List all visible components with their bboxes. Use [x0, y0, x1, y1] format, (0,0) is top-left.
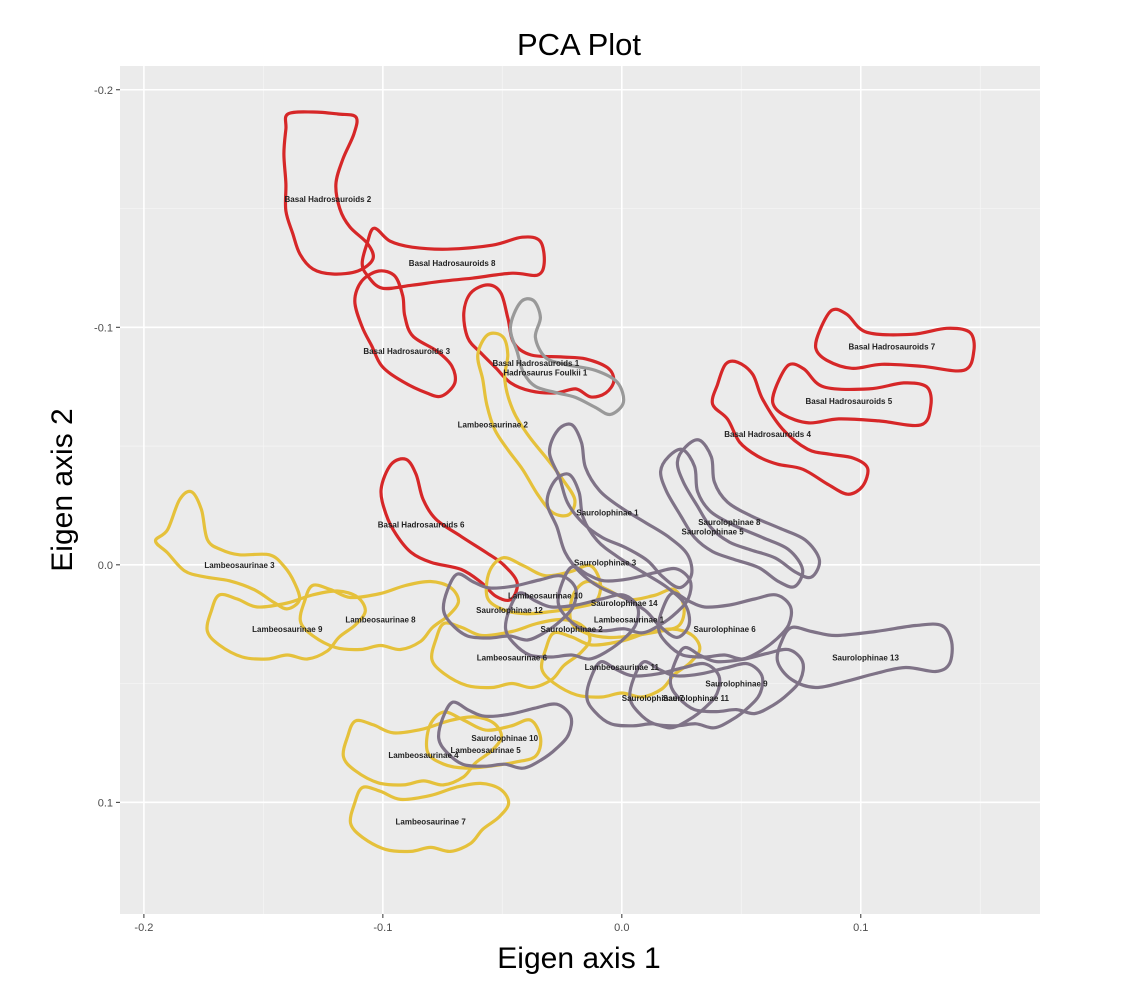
outline-shape	[437, 700, 574, 770]
outline-label: Basal Hadrosauroids 2	[285, 195, 372, 204]
outline-label: Saurolophinae 11	[663, 694, 730, 703]
outline-label: Saurolophinae 7	[622, 694, 685, 703]
outline-label: Hadrosaurus Foulkii 1	[503, 368, 588, 377]
x-tick-label: 0.1	[853, 922, 868, 934]
outline-shape	[545, 472, 692, 639]
outline-label: Saurolophinae 12	[476, 606, 543, 615]
outline-label: Saurolophinae 14	[591, 599, 658, 608]
outline-label: Lambeosaurinae 2	[458, 421, 529, 430]
outline-shape	[668, 645, 805, 716]
outline-shape	[379, 457, 519, 602]
outline-label: Saurolophinae 8	[698, 518, 761, 527]
outline-shape	[205, 589, 367, 661]
outline-shape	[675, 438, 822, 580]
outline-shape	[353, 269, 458, 399]
y-tick-label: -0.2	[94, 85, 113, 97]
outline-shape	[282, 110, 375, 276]
plot-panel	[120, 66, 1040, 914]
y-tick-label: 0.1	[98, 797, 113, 809]
outline-label: Saurolophinae 2	[541, 625, 604, 634]
y-tick-label: -0.1	[94, 322, 113, 334]
outline-shape	[508, 297, 626, 417]
outline-shape	[360, 226, 546, 291]
major-gridlines	[120, 66, 1040, 914]
outline-shape	[441, 572, 578, 642]
outline-label: Lambeosaurinae 7	[396, 817, 467, 826]
outline-shape	[484, 556, 603, 616]
outline-shape	[658, 447, 805, 589]
outline-label: Lambeosaurinae 9	[252, 625, 323, 634]
outline-shape	[547, 422, 694, 590]
outline-shape	[348, 781, 511, 854]
outline-shape	[539, 627, 702, 699]
outline-shape	[476, 331, 577, 518]
outline-label: Lambeosaurinae 6	[477, 653, 548, 662]
chart-title: PCA Plot	[517, 27, 641, 62]
outline-label: Basal Hadrosauroids 4	[724, 430, 811, 439]
outline-shape	[341, 715, 504, 787]
outline-shape	[775, 622, 954, 690]
minor-gridlines	[120, 66, 1040, 914]
outline-label: Lambeosaurinae 8	[345, 615, 416, 624]
outline-label: Lambeosaurinae 3	[204, 561, 275, 570]
outline-label: Saurolophinae 6	[693, 625, 756, 634]
outline-label: Basal Hadrosauroids 1	[492, 359, 579, 368]
outline-shape	[585, 660, 722, 730]
outline-layer	[153, 110, 976, 854]
outline-label: Lambeosaurinae 11	[585, 663, 660, 672]
outline-label: Basal Hadrosauroids 5	[805, 397, 892, 406]
outline-label: Saurolophinae 13	[832, 653, 899, 662]
outline-label: Lambeosaurinae 1	[594, 615, 665, 624]
y-axis-title: Eigen axis 2	[46, 408, 79, 571]
outline-label: Basal Hadrosauroids 7	[848, 342, 935, 351]
y-tick-label: 0.0	[98, 560, 113, 572]
outline-shape	[153, 489, 302, 611]
outline-shape	[813, 307, 976, 373]
outline-shape	[424, 710, 543, 770]
outline-label: Lambeosaurinae 10	[508, 592, 583, 601]
outline-label: Saurolophinae 10	[471, 734, 538, 743]
y-axis-ticks: -0.2 -0.1 0.0 0.1	[94, 85, 120, 809]
outline-shape	[298, 579, 461, 652]
outline-label: Lambeosaurinae 4	[388, 751, 459, 760]
x-tick-label: -0.2	[134, 922, 153, 934]
outline-shape	[656, 591, 794, 661]
outline-shape	[503, 591, 641, 661]
x-tick-label: 0.0	[614, 922, 629, 934]
outline-label: Lambeosaurinae 5	[450, 746, 521, 755]
outline-shape	[770, 362, 933, 428]
outline-label: Basal Hadrosauroids 6	[378, 520, 465, 529]
outline-label: Basal Hadrosauroids 3	[363, 347, 450, 356]
outline-label: Saurolophinae 5	[682, 528, 745, 537]
x-tick-label: -0.1	[373, 922, 392, 934]
outline-label: Basal Hadrosauroids 8	[409, 259, 496, 268]
outline-label-layer: Basal Hadrosauroids 2 Basal Hadrosauroids…	[204, 195, 935, 826]
x-axis-title: Eigen axis 1	[497, 942, 660, 975]
outline-shape	[710, 359, 870, 496]
outline-shape	[430, 617, 592, 690]
outline-shape	[556, 565, 693, 635]
x-axis-ticks: -0.2 -0.1 0.0 0.1	[134, 914, 868, 934]
outline-label: Saurolophinae 3	[574, 558, 637, 567]
outline-label: Saurolophinae 9	[705, 680, 768, 689]
outline-label: Saurolophinae 1	[576, 509, 639, 518]
